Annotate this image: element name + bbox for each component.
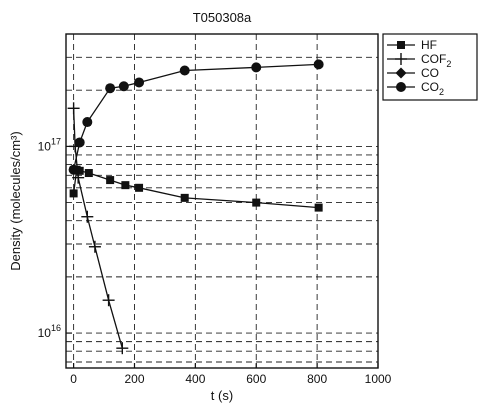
x-axis-label: t (s) bbox=[211, 388, 233, 403]
legend-marker-cof2 bbox=[395, 53, 407, 65]
data-point-cof2 bbox=[81, 210, 94, 223]
data-point-hf bbox=[75, 166, 84, 175]
y-axis-label: Density (molecules/cm³) bbox=[8, 131, 23, 270]
x-tick-label: 800 bbox=[307, 372, 327, 386]
data-point-hf bbox=[106, 176, 115, 185]
legend-item-co2: CO2 bbox=[387, 80, 444, 97]
plot-frame bbox=[65, 33, 379, 369]
legend-item-cof2: COF2 bbox=[387, 52, 451, 69]
series-line-co2 bbox=[72, 63, 319, 170]
x-axis: 0 200 400 600 800 1000 bbox=[70, 363, 392, 386]
legend-item-co: CO bbox=[387, 66, 439, 80]
data-point-cof2 bbox=[88, 240, 101, 253]
data-point-hf bbox=[121, 181, 130, 190]
legend-item-hf: HF bbox=[387, 38, 437, 52]
data-point-co2 bbox=[74, 137, 85, 148]
series-hf bbox=[69, 165, 323, 212]
data-point-cof2 bbox=[72, 171, 85, 184]
legend-label: CO bbox=[421, 66, 439, 80]
y-axis: 1016 1017 bbox=[38, 136, 72, 340]
x-tick-label: 200 bbox=[124, 372, 144, 386]
data-point-hf bbox=[84, 169, 93, 178]
legend-label: HF bbox=[421, 38, 437, 52]
data-point-cof2 bbox=[67, 102, 80, 115]
data-point-co2 bbox=[68, 164, 79, 175]
data-point-hf bbox=[69, 189, 78, 198]
x-tick-label: 600 bbox=[246, 372, 266, 386]
data-point-hf bbox=[252, 198, 261, 207]
legend-label: COF2 bbox=[421, 52, 451, 69]
x-tick-label: 0 bbox=[70, 372, 77, 386]
legend-label: CO2 bbox=[421, 80, 444, 97]
legend-marker-co bbox=[395, 67, 407, 79]
data-point-hf bbox=[135, 183, 144, 192]
series-layer bbox=[67, 59, 324, 355]
y-tick-label: 1017 bbox=[38, 136, 61, 153]
data-point-cof2 bbox=[116, 342, 129, 355]
data-point-co2 bbox=[251, 62, 262, 73]
chart-title: T050308a bbox=[193, 10, 252, 25]
data-point-co2 bbox=[118, 81, 129, 92]
series-cof2 bbox=[67, 102, 129, 355]
series-co2 bbox=[68, 59, 324, 175]
data-point-co2 bbox=[313, 59, 324, 70]
data-point-cof2 bbox=[102, 294, 115, 307]
x-tick-label: 1000 bbox=[365, 372, 392, 386]
data-point-co2 bbox=[134, 77, 145, 88]
data-point-co2 bbox=[179, 65, 190, 76]
legend-marker-co2 bbox=[396, 82, 406, 92]
data-point-co2 bbox=[105, 83, 116, 94]
legend-marker-hf bbox=[397, 41, 405, 49]
data-point-hf bbox=[180, 193, 189, 202]
data-point-co2 bbox=[82, 117, 93, 128]
data-point-hf bbox=[314, 203, 323, 212]
y-tick-label: 1016 bbox=[38, 323, 61, 340]
x-tick-label: 400 bbox=[185, 372, 205, 386]
